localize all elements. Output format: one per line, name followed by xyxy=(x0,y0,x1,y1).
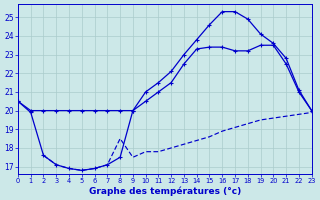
X-axis label: Graphe des températures (°c): Graphe des températures (°c) xyxy=(89,186,241,196)
